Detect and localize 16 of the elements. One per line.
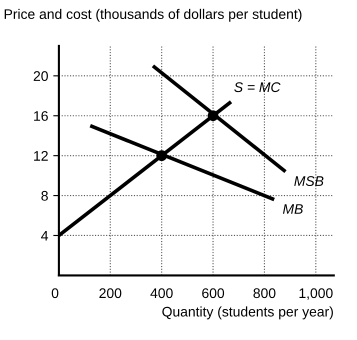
y-tick-label: 16 — [34, 111, 48, 121]
x-tick-label: 600 — [202, 288, 224, 298]
x-tick-label: 1,000 — [299, 288, 333, 300]
y-axis-title: Price and cost (thousands of dollars per student) — [4, 8, 302, 22]
x-axis-title: Quantity (students per year) — [162, 306, 333, 320]
x-tick-label: 800 — [253, 288, 276, 298]
series-label: MSB — [294, 176, 324, 186]
x-tick-label: 200 — [99, 288, 122, 298]
y-tick-label: 12 — [34, 150, 48, 161]
y-tick-label: 4 — [41, 230, 48, 241]
x-tick-label: 400 — [150, 288, 173, 298]
y-tick-label: 20 — [34, 71, 48, 82]
series-label: MB — [282, 204, 303, 214]
series-label: S = MC — [234, 82, 281, 92]
y-tick-label: 8 — [41, 190, 48, 201]
x-tick-label: 0 — [52, 288, 58, 298]
